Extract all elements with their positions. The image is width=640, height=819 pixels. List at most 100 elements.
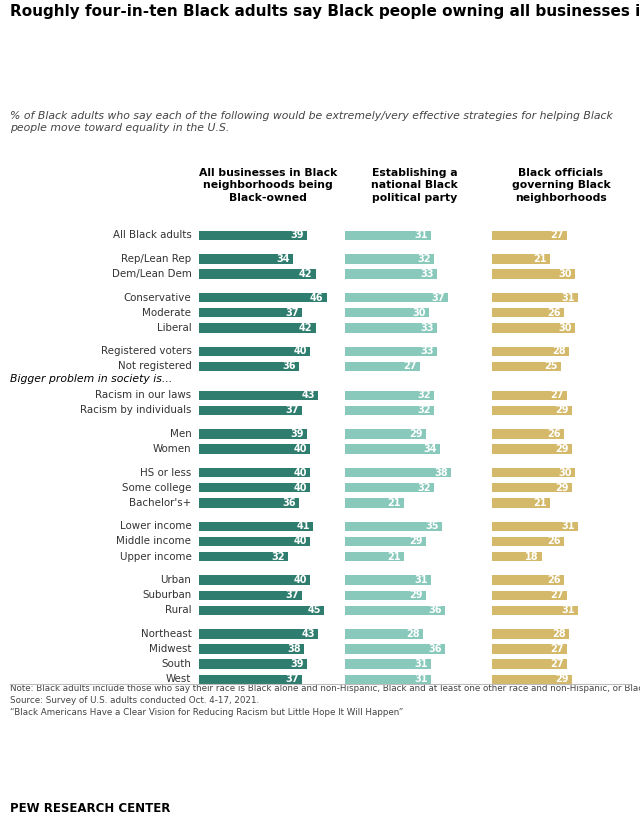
Text: 40: 40: [293, 536, 307, 546]
Text: 31: 31: [415, 674, 428, 685]
Text: 39: 39: [291, 659, 304, 669]
Text: 41: 41: [296, 521, 310, 532]
Text: 21: 21: [387, 551, 401, 562]
Text: 42: 42: [299, 269, 312, 279]
Bar: [345, 293, 448, 302]
Bar: [345, 269, 437, 278]
Bar: [345, 324, 437, 333]
Bar: [199, 362, 299, 371]
Text: 36: 36: [282, 361, 296, 372]
Text: 31: 31: [415, 230, 428, 241]
Text: Some college: Some college: [122, 482, 191, 493]
Bar: [199, 293, 326, 302]
Text: % of Black adults who say each of the following would be extremely/very effectiv: % of Black adults who say each of the fo…: [10, 111, 612, 133]
Bar: [345, 645, 445, 654]
Text: Roughly four-in-ten Black adults say Black people owning all businesses in Black: Roughly four-in-ten Black adults say Bla…: [10, 4, 640, 19]
Text: 36: 36: [429, 605, 442, 615]
Text: Midwest: Midwest: [149, 644, 191, 654]
Bar: [492, 675, 572, 684]
Text: 46: 46: [310, 292, 324, 302]
Bar: [345, 346, 437, 356]
Bar: [199, 576, 310, 585]
Text: 40: 40: [293, 468, 307, 477]
Text: 27: 27: [550, 659, 563, 669]
Bar: [492, 269, 575, 278]
Bar: [345, 498, 404, 508]
Text: 45: 45: [307, 605, 321, 615]
Bar: [492, 293, 578, 302]
Text: 27: 27: [550, 644, 563, 654]
Bar: [199, 429, 307, 438]
Bar: [199, 346, 310, 356]
Text: Lower income: Lower income: [120, 521, 191, 532]
Bar: [492, 362, 561, 371]
Text: Not registered: Not registered: [118, 361, 191, 372]
Bar: [199, 254, 293, 264]
Text: 27: 27: [404, 361, 417, 372]
Text: HS or less: HS or less: [140, 468, 191, 477]
Bar: [345, 405, 434, 415]
Bar: [345, 391, 434, 400]
Text: Women: Women: [153, 444, 191, 454]
Text: Note: Black adults include those who say their race is Black alone and non-Hispa: Note: Black adults include those who say…: [10, 684, 640, 717]
Bar: [492, 429, 564, 438]
Text: Suburban: Suburban: [142, 590, 191, 600]
Bar: [345, 576, 431, 585]
Text: 21: 21: [533, 498, 547, 508]
Bar: [345, 483, 434, 492]
Bar: [199, 675, 301, 684]
Text: 26: 26: [547, 308, 561, 318]
Text: 31: 31: [415, 659, 428, 669]
Text: 32: 32: [271, 551, 285, 562]
Text: 29: 29: [556, 674, 569, 685]
Bar: [199, 391, 318, 400]
Bar: [492, 590, 566, 600]
Text: 31: 31: [561, 605, 575, 615]
Text: 30: 30: [558, 323, 572, 333]
Bar: [199, 405, 301, 415]
Bar: [492, 645, 566, 654]
Bar: [345, 231, 431, 240]
Text: 37: 37: [285, 308, 299, 318]
Bar: [199, 552, 288, 561]
Bar: [199, 231, 307, 240]
Bar: [345, 445, 440, 454]
Text: Rep/Lean Rep: Rep/Lean Rep: [122, 254, 191, 264]
Text: 36: 36: [282, 498, 296, 508]
Bar: [345, 536, 426, 546]
Text: 39: 39: [291, 429, 304, 439]
Text: Conservative: Conservative: [124, 292, 191, 302]
Text: 38: 38: [288, 644, 301, 654]
Text: 37: 37: [285, 405, 299, 415]
Bar: [345, 590, 426, 600]
Text: 31: 31: [415, 575, 428, 585]
Text: 21: 21: [533, 254, 547, 264]
Text: 30: 30: [558, 269, 572, 279]
Text: 27: 27: [550, 390, 563, 400]
Text: 30: 30: [558, 468, 572, 477]
Text: Urban: Urban: [161, 575, 191, 585]
Bar: [199, 308, 301, 317]
Text: 40: 40: [293, 444, 307, 454]
Text: 27: 27: [550, 230, 563, 241]
Bar: [492, 629, 570, 639]
Text: 37: 37: [431, 292, 445, 302]
Text: West: West: [166, 674, 191, 685]
Text: 32: 32: [417, 405, 431, 415]
Bar: [492, 254, 550, 264]
Text: Racism by individuals: Racism by individuals: [80, 405, 191, 415]
Text: 28: 28: [406, 629, 420, 639]
Bar: [492, 324, 575, 333]
Text: 29: 29: [409, 536, 422, 546]
Text: Rural: Rural: [165, 605, 191, 615]
Text: 28: 28: [552, 346, 566, 356]
Text: 34: 34: [423, 444, 436, 454]
Text: South: South: [162, 659, 191, 669]
Text: 26: 26: [547, 536, 561, 546]
Bar: [492, 405, 572, 415]
Text: 29: 29: [409, 590, 422, 600]
Bar: [492, 498, 550, 508]
Text: 26: 26: [547, 429, 561, 439]
Bar: [345, 522, 442, 531]
Bar: [492, 308, 564, 317]
